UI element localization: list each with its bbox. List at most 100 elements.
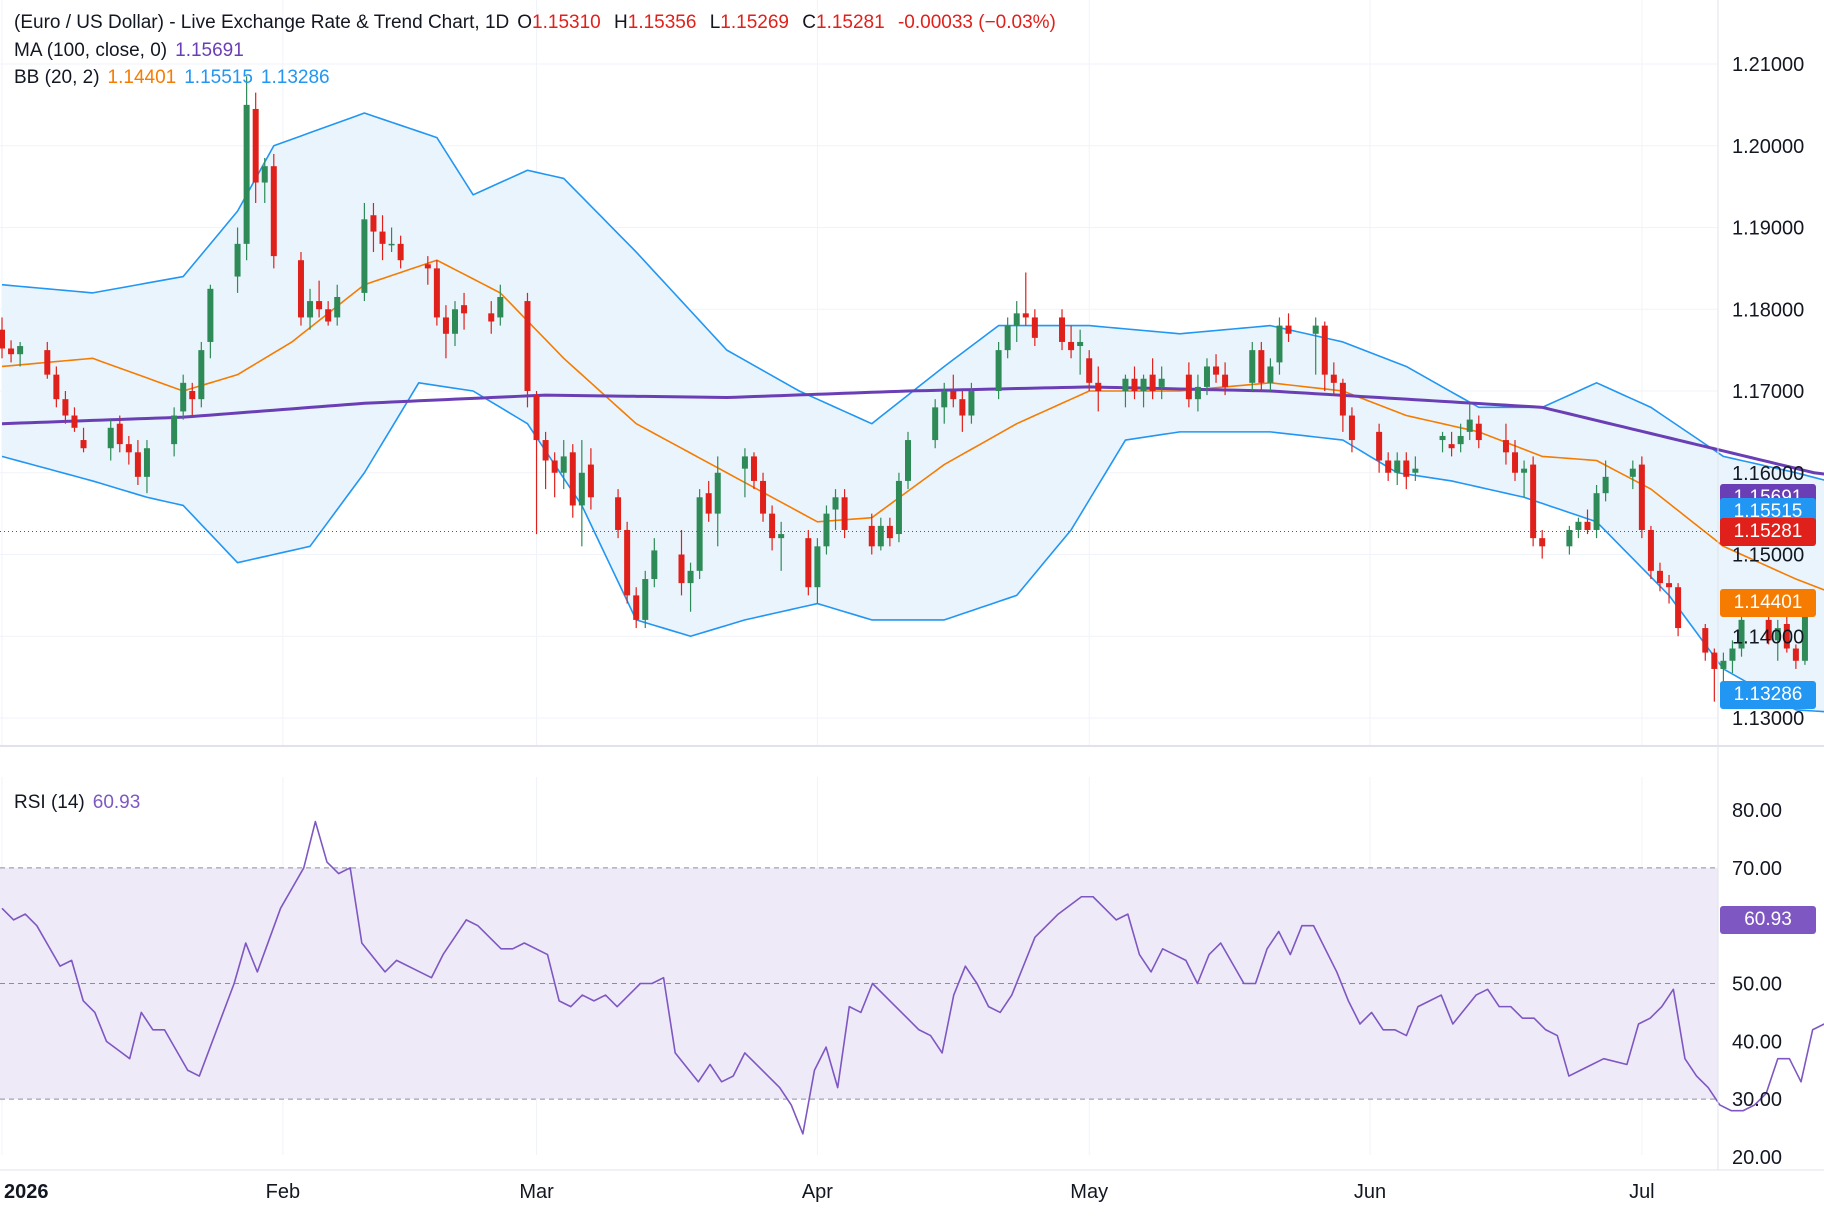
ma-legend: MA (100, close, 0) 1.15691 — [14, 40, 252, 62]
candle-body — [832, 497, 839, 510]
candle-body — [886, 525, 893, 539]
bb-upper-line — [1, 112, 1824, 481]
price-tick-label: 1.18000 — [1732, 299, 1804, 321]
candle-body — [1185, 374, 1192, 400]
candle-body — [433, 268, 440, 318]
candle-body — [569, 452, 576, 506]
change-value: -0.00033 (−0.03%) — [897, 12, 1056, 33]
candle-body — [8, 348, 15, 355]
bollinger-fill-layer — [2, 113, 1824, 712]
candle-body — [877, 525, 884, 547]
rsi-legend: RSI (14) 60.93 — [14, 792, 148, 814]
candle-body — [1412, 468, 1419, 473]
candle-body — [1086, 358, 1093, 383]
candle-body — [805, 538, 812, 588]
rsi-line-layer — [1, 820, 1824, 1135]
bb-basis-price-tag: 1.14401 — [1720, 589, 1816, 618]
candle-body — [243, 104, 250, 244]
candle-body — [615, 497, 622, 530]
candle-body — [941, 391, 948, 408]
candle-body — [1629, 468, 1636, 477]
candle-body — [1502, 440, 1509, 453]
candle-body — [234, 243, 241, 277]
candle-body — [1385, 460, 1392, 473]
time-tick-label: Mar — [519, 1181, 554, 1203]
candle-body — [53, 374, 60, 400]
candle-body — [868, 525, 875, 547]
close-label: C — [802, 12, 816, 33]
candle-body — [1530, 464, 1537, 539]
price-tick-label: 1.15000 — [1732, 545, 1804, 567]
bb-legend-upper: 1.15515 — [184, 67, 253, 88]
candle-body — [624, 529, 631, 596]
candle-body — [995, 350, 1002, 391]
ma-legend-label: MA (100, close, 0) — [14, 40, 168, 61]
candle-body — [1095, 382, 1102, 391]
candle-body — [388, 243, 395, 246]
candle-body — [1312, 325, 1319, 334]
candle-body — [261, 166, 268, 183]
rsi-tick-label: 30.00 — [1732, 1089, 1782, 1111]
candle-body — [769, 513, 776, 539]
candle-body — [959, 399, 966, 416]
rsi-background — [0, 867, 1718, 1100]
high-label: H — [614, 12, 628, 33]
candle-body — [424, 264, 431, 269]
candle-body — [1675, 587, 1682, 629]
candle-body — [134, 452, 141, 477]
rsi-legend-value: 60.93 — [92, 792, 141, 813]
rsi-tick-label: 80.00 — [1732, 800, 1782, 822]
candle-body — [1702, 628, 1709, 653]
candle-body — [1466, 419, 1473, 432]
candle-body — [1783, 623, 1790, 649]
candle-body — [778, 534, 785, 539]
candle-body — [741, 456, 748, 469]
candle-body — [1457, 435, 1464, 445]
candle-body — [1475, 423, 1482, 441]
candle-body — [1131, 378, 1138, 391]
candle-body — [198, 350, 205, 400]
candle-body — [1213, 366, 1220, 375]
candle-body — [379, 231, 386, 244]
candle-body — [1602, 476, 1609, 494]
candle-body — [1194, 386, 1201, 400]
candle-body — [1584, 521, 1591, 530]
candle-body — [307, 301, 314, 318]
candle-body — [1285, 325, 1292, 334]
candle-body — [633, 595, 640, 620]
candle-body — [642, 579, 649, 620]
candle-body — [696, 497, 703, 571]
candle-body — [1738, 619, 1745, 649]
price-tick-label: 1.21000 — [1732, 54, 1804, 76]
candle-body — [524, 301, 531, 391]
candle-body — [1004, 325, 1011, 351]
candle-body — [1348, 415, 1355, 441]
candle-body — [968, 391, 975, 416]
candle-body — [542, 440, 549, 461]
candle-body — [1666, 583, 1673, 588]
candle-body — [71, 415, 78, 428]
price-tick-label: 1.17000 — [1732, 381, 1804, 403]
close-value: 1.15281 — [816, 12, 885, 33]
candle-body — [705, 493, 712, 514]
candle-body — [189, 391, 196, 400]
candle-body — [750, 456, 757, 481]
time-tick-label: 2026 — [4, 1181, 49, 1203]
candle-body — [560, 456, 567, 473]
open-value: 1.15310 — [532, 12, 601, 33]
candle-body — [533, 395, 540, 441]
candle-body — [1022, 313, 1029, 318]
candle-body — [1512, 452, 1519, 473]
low-value: 1.15269 — [720, 12, 789, 33]
candle-body — [687, 570, 694, 584]
candle-body — [814, 546, 821, 588]
ma100-line — [1, 385, 1824, 476]
candle-body — [143, 448, 150, 477]
time-tick-label: May — [1070, 1181, 1108, 1203]
candle-body — [270, 166, 277, 257]
candle-body — [1267, 366, 1274, 383]
candle-body — [80, 440, 87, 449]
candle-body — [1203, 366, 1210, 387]
candle-body — [905, 440, 911, 481]
